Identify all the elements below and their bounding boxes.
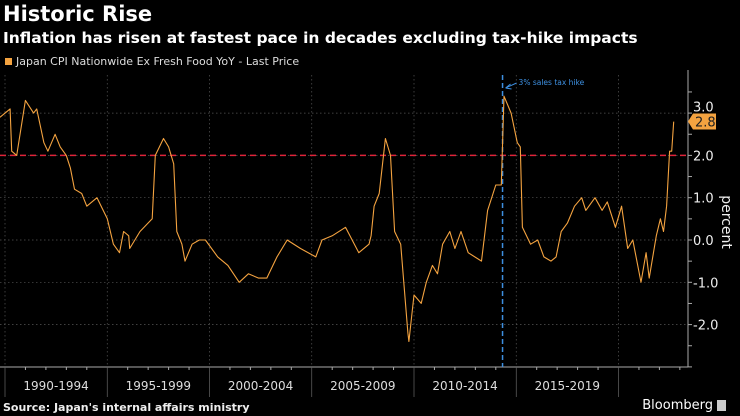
last-value-badge [688, 113, 716, 130]
cpi-series-line [0, 95, 675, 343]
x-tick-label: 2010-2014 [432, 379, 497, 393]
legend: Japan CPI Nationwide Ex Fresh Food YoY -… [5, 55, 299, 68]
x-tick-label: 1990-1994 [23, 379, 88, 393]
annotation-label: 3% sales tax hike [519, 78, 585, 87]
annotation-arrow-icon [505, 82, 517, 90]
y-tick-label: 0.0 [693, 234, 714, 249]
source-note: Source: Japan's internal affairs ministr… [3, 401, 250, 414]
bloomberg-logo: Bloomberg [642, 398, 726, 413]
legend-label: Japan CPI Nationwide Ex Fresh Food YoY -… [16, 55, 300, 68]
y-tick-label: 1.0 [693, 192, 714, 207]
chart-subtitle: Inflation has risen at fastest pace in d… [3, 29, 638, 47]
brand-name: Bloomberg [642, 398, 713, 413]
y-tick-label: -2.0 [693, 319, 718, 334]
x-tick-label: 2015-2019 [535, 379, 600, 393]
x-tick-label: 2005-2009 [330, 379, 395, 393]
x-tick-label: 1995-1999 [126, 379, 191, 393]
last-value-label: 2.8 [695, 116, 716, 131]
bloomberg-terminal-icon [717, 400, 726, 411]
chart-title: Historic Rise [3, 2, 153, 26]
y-tick-label: 3.0 [693, 101, 714, 116]
y-axis-title: percent [718, 195, 734, 249]
x-tick-label: 2000-2004 [228, 379, 293, 393]
y-tick-label: -1.0 [693, 276, 718, 291]
legend-swatch [5, 58, 12, 65]
y-tick-label: 2.0 [693, 149, 714, 164]
